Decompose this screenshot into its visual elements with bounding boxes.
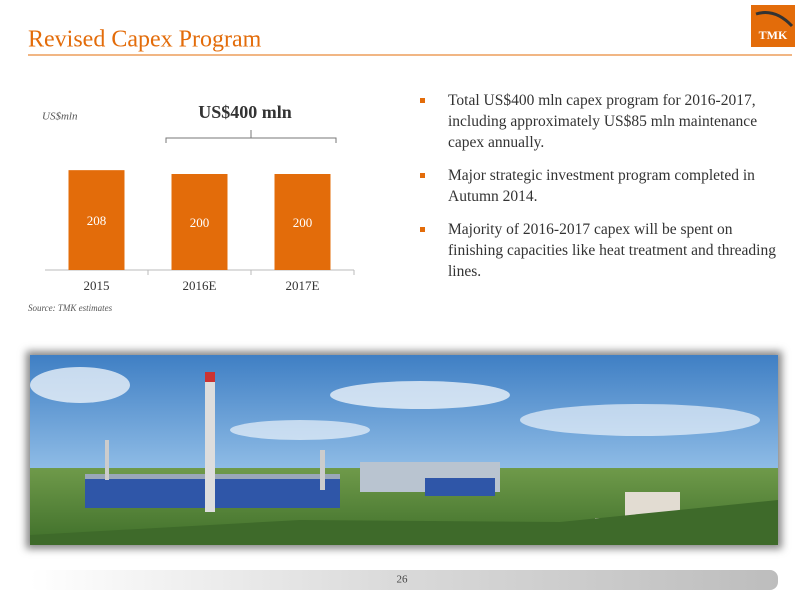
x-tick-label: 2016E	[183, 278, 217, 293]
brace	[165, 130, 337, 143]
bar-chart: US$mln 208 2015 200 2016E 200 2017E US$400 mln S…	[28, 102, 355, 313]
x-tick-label: 2017E	[286, 278, 320, 293]
bar	[171, 174, 228, 270]
y-axis-label: US$mln	[42, 111, 78, 123]
bullet: Majority of 2016-2017 capex will be spen…	[420, 219, 778, 282]
photo	[30, 355, 778, 545]
bar	[68, 170, 125, 270]
bar	[274, 174, 331, 270]
bullet: Total US$400 mln capex program for 2016-…	[420, 90, 778, 153]
value-label: 200	[190, 215, 210, 230]
annotation: US$400 mln	[198, 102, 292, 122]
source-note: Source: TMK estimates	[28, 303, 113, 313]
logo-text: TMK	[759, 28, 788, 42]
bullet-list: Total US$400 mln capex program for 2016-…	[420, 90, 778, 294]
page-number: 26	[397, 574, 409, 586]
value-label: 208	[87, 213, 107, 228]
footer-bar	[30, 570, 778, 590]
bullet: Major strategic investment program compl…	[420, 165, 778, 207]
value-label: 200	[293, 215, 313, 230]
logo-swoosh	[755, 11, 794, 28]
x-tick-label: 2015	[84, 278, 110, 293]
slide-title: Revised Capex Program	[28, 27, 262, 53]
